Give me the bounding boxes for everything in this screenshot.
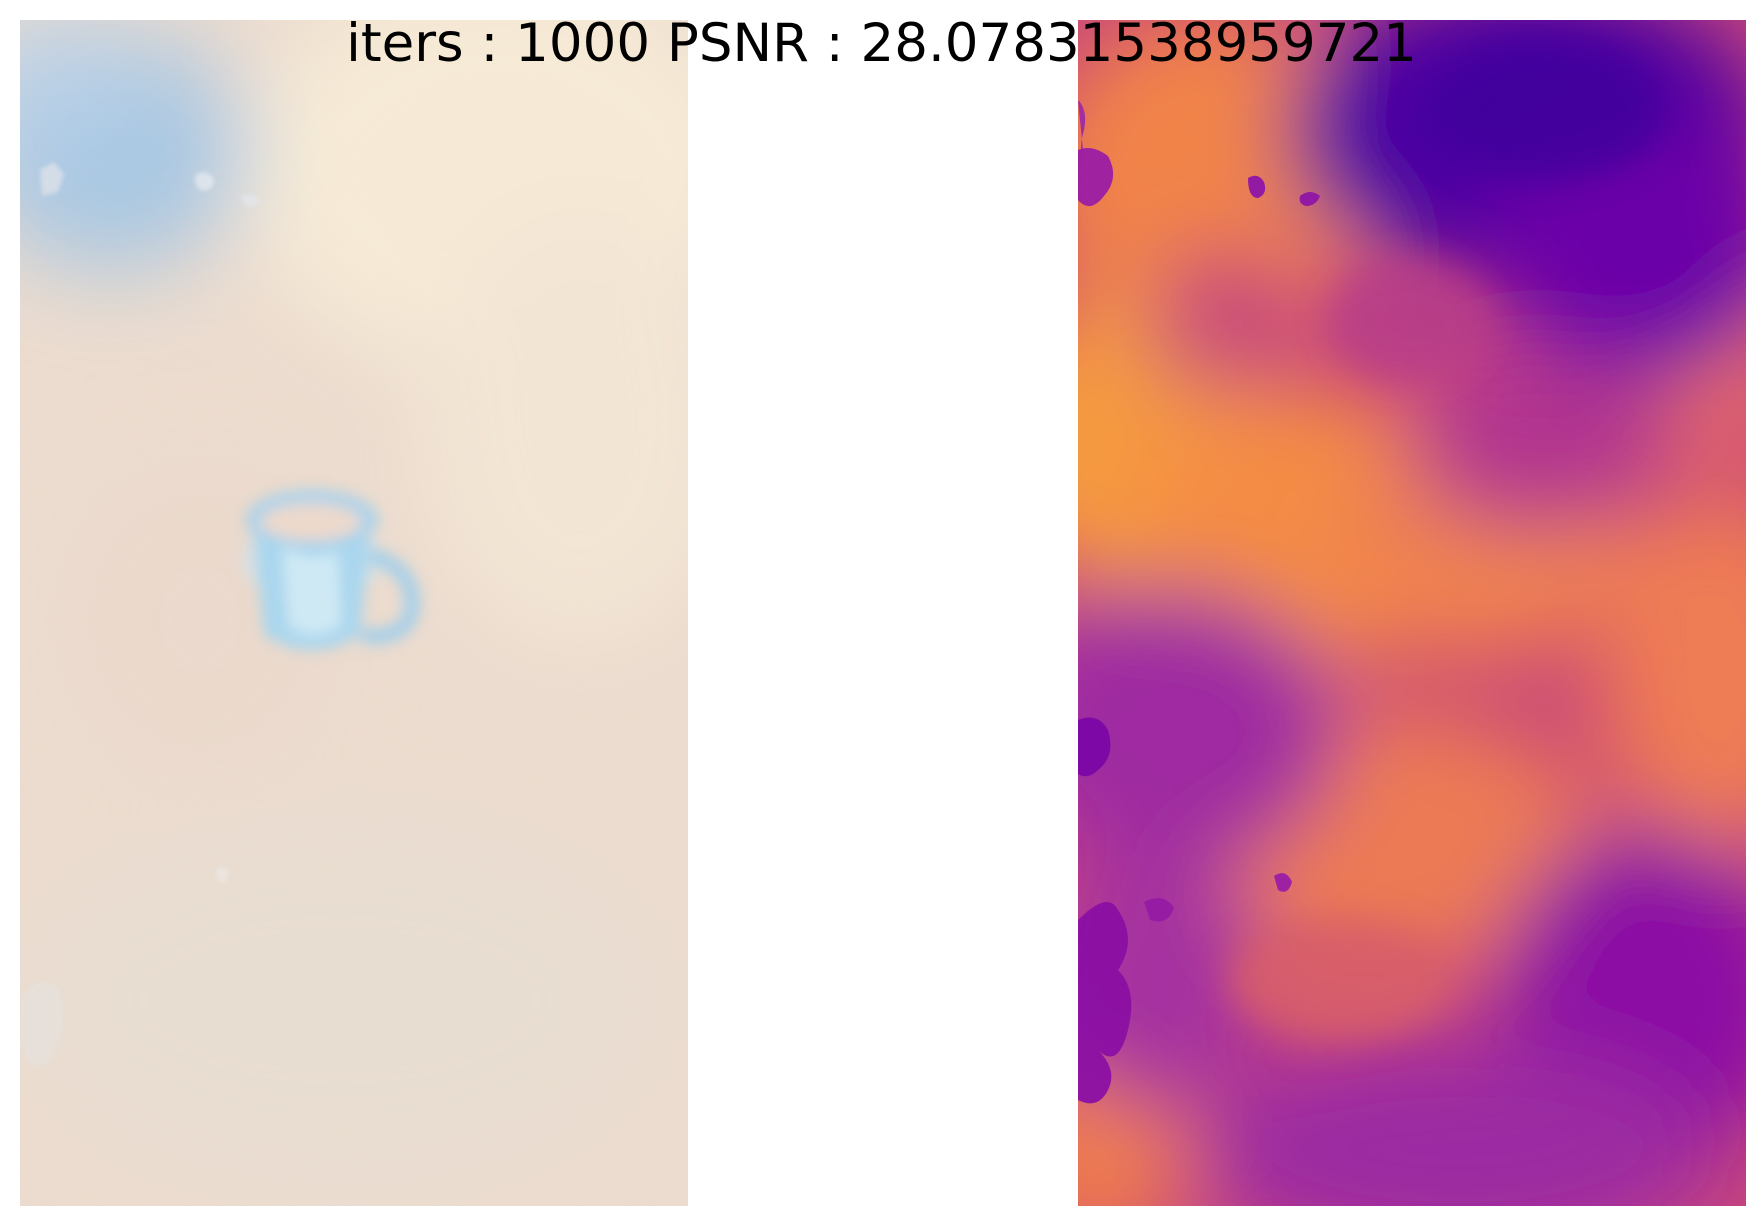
mug — [240, 490, 420, 650]
figure-title: iters : 1000 PSNR : 28.07831538959721 — [346, 13, 1417, 74]
depth-map-image — [1078, 20, 1746, 1206]
rendered-rgb-image — [20, 20, 688, 1206]
